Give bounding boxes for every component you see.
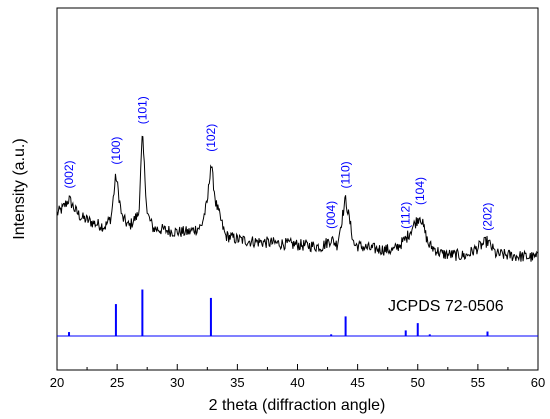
x-tick-label: 60: [531, 375, 545, 390]
peak-label: (104): [413, 177, 427, 205]
peak-label: (102): [204, 124, 218, 152]
plot-frame: [56, 7, 539, 371]
x-tick-label: 30: [170, 375, 184, 390]
x-tick-label: 50: [411, 375, 425, 390]
x-tick-label: 20: [50, 375, 64, 390]
peak-label: (100): [109, 137, 123, 165]
peak-labels: (002) (100) (101) (102) (004)(110) (112)(104)…: [62, 96, 495, 230]
peak-label: (101): [135, 96, 149, 124]
x-axis-title: 2 theta (diffraction angle): [209, 397, 386, 414]
peak-label: (004): [324, 201, 338, 229]
y-axis-title: Intensity (a.u.): [11, 138, 28, 239]
x-tick-label: 25: [110, 375, 124, 390]
x-tick-label: 35: [230, 375, 244, 390]
x-tick-label: 40: [290, 375, 304, 390]
peak-label: (202): [481, 203, 495, 231]
reference-label: JCPDS 72-0506: [388, 298, 504, 315]
peak-label: (002): [62, 160, 76, 188]
x-tick-label: 55: [471, 375, 485, 390]
peak-label: (112): [399, 202, 413, 229]
reference-lines: [68, 289, 489, 336]
xrd-pattern-line: [56, 135, 538, 262]
x-tick-label: 45: [350, 375, 364, 390]
x-axis-ticks: 20 25 30 35 40 45 50 55 60: [50, 364, 545, 390]
peak-label: (110): [339, 161, 353, 188]
